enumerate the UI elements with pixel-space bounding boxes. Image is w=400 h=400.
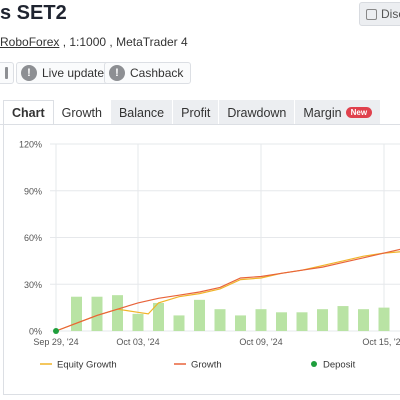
new-badge: New (345, 107, 373, 118)
x-tick-label: Sep 29, '24 (33, 337, 78, 347)
account-subline: RoboForex , 1:1000 , MetaTrader 4 (0, 35, 188, 49)
x-tick-label: Oct 15, '24 (362, 337, 400, 347)
daily-bar (235, 315, 246, 331)
exclamation-icon: ! (109, 65, 125, 81)
legend-growth-label: Growth (191, 360, 222, 371)
daily-bar (317, 309, 328, 331)
daily-bar (91, 296, 103, 331)
discuss-button-label: Disc (381, 7, 400, 21)
x-tick-label: Oct 03, '24 (116, 337, 159, 347)
legend-deposit-label: Deposit (323, 360, 356, 371)
daily-bar (71, 296, 82, 331)
daily-bar (296, 312, 308, 331)
discuss-icon (366, 8, 377, 20)
daily-bar (358, 309, 369, 331)
daily-bar (112, 295, 123, 331)
x-tick-label: Oct 09, '24 (239, 337, 282, 347)
daily-bar (255, 309, 267, 331)
tab-drawdown[interactable]: Drawdown (219, 100, 296, 125)
daily-bar (378, 307, 390, 331)
y-tick-label: 90% (24, 186, 42, 196)
tab-profit[interactable]: Profit (173, 100, 220, 125)
tab-margin-label: Margin (303, 105, 342, 120)
daily-bar (194, 299, 205, 331)
growth-line (55, 248, 400, 332)
info-badge-partial[interactable] (0, 62, 14, 84)
cashback-badge[interactable]: ! Cashback (104, 62, 192, 84)
y-tick-label: 120% (19, 140, 42, 150)
broker-link[interactable]: RoboForex (0, 35, 60, 49)
tab-chart[interactable]: Chart (3, 100, 54, 125)
deposit-point (53, 328, 59, 334)
legend-deposit-swatch (311, 361, 317, 367)
live-update-label: Live update (42, 66, 105, 80)
discuss-button[interactable]: Disc (359, 2, 400, 26)
account-details: , 1:1000 , MetaTrader 4 (59, 35, 188, 49)
tab-balance[interactable]: Balance (110, 100, 174, 125)
tab-divider (0, 124, 400, 125)
tab-growth[interactable]: Growth (53, 100, 111, 125)
tab-margin[interactable]: Margin New (295, 100, 382, 125)
daily-bar (173, 315, 185, 331)
info-icon (5, 67, 8, 79)
chart-tabs: Chart Growth Balance Profit Drawdown Mar… (3, 100, 382, 125)
y-tick-label: 0% (29, 327, 42, 337)
growth-chart: 0% 30% 60% 90% 120% Sep 29, '24 Oct 03, '24 Oct… (19, 140, 400, 371)
daily-bar (276, 312, 287, 331)
exclamation-icon: ! (21, 65, 37, 81)
y-tick-label: 30% (24, 280, 42, 290)
page-title: s SET2 (0, 2, 67, 24)
cashback-label: Cashback (130, 66, 184, 80)
daily-bar (214, 309, 226, 331)
live-update-badge[interactable]: ! Live update (16, 62, 113, 84)
chart-panel: 0% 30% 60% 90% 120% Sep 29, '24 Oct 03, '24 Oct… (3, 125, 400, 395)
legend-equity-growth-label: Equity Growth (57, 360, 117, 371)
daily-bar (132, 313, 144, 331)
y-tick-label: 60% (24, 233, 42, 243)
daily-bar (337, 306, 349, 331)
daily-bar (153, 302, 164, 331)
